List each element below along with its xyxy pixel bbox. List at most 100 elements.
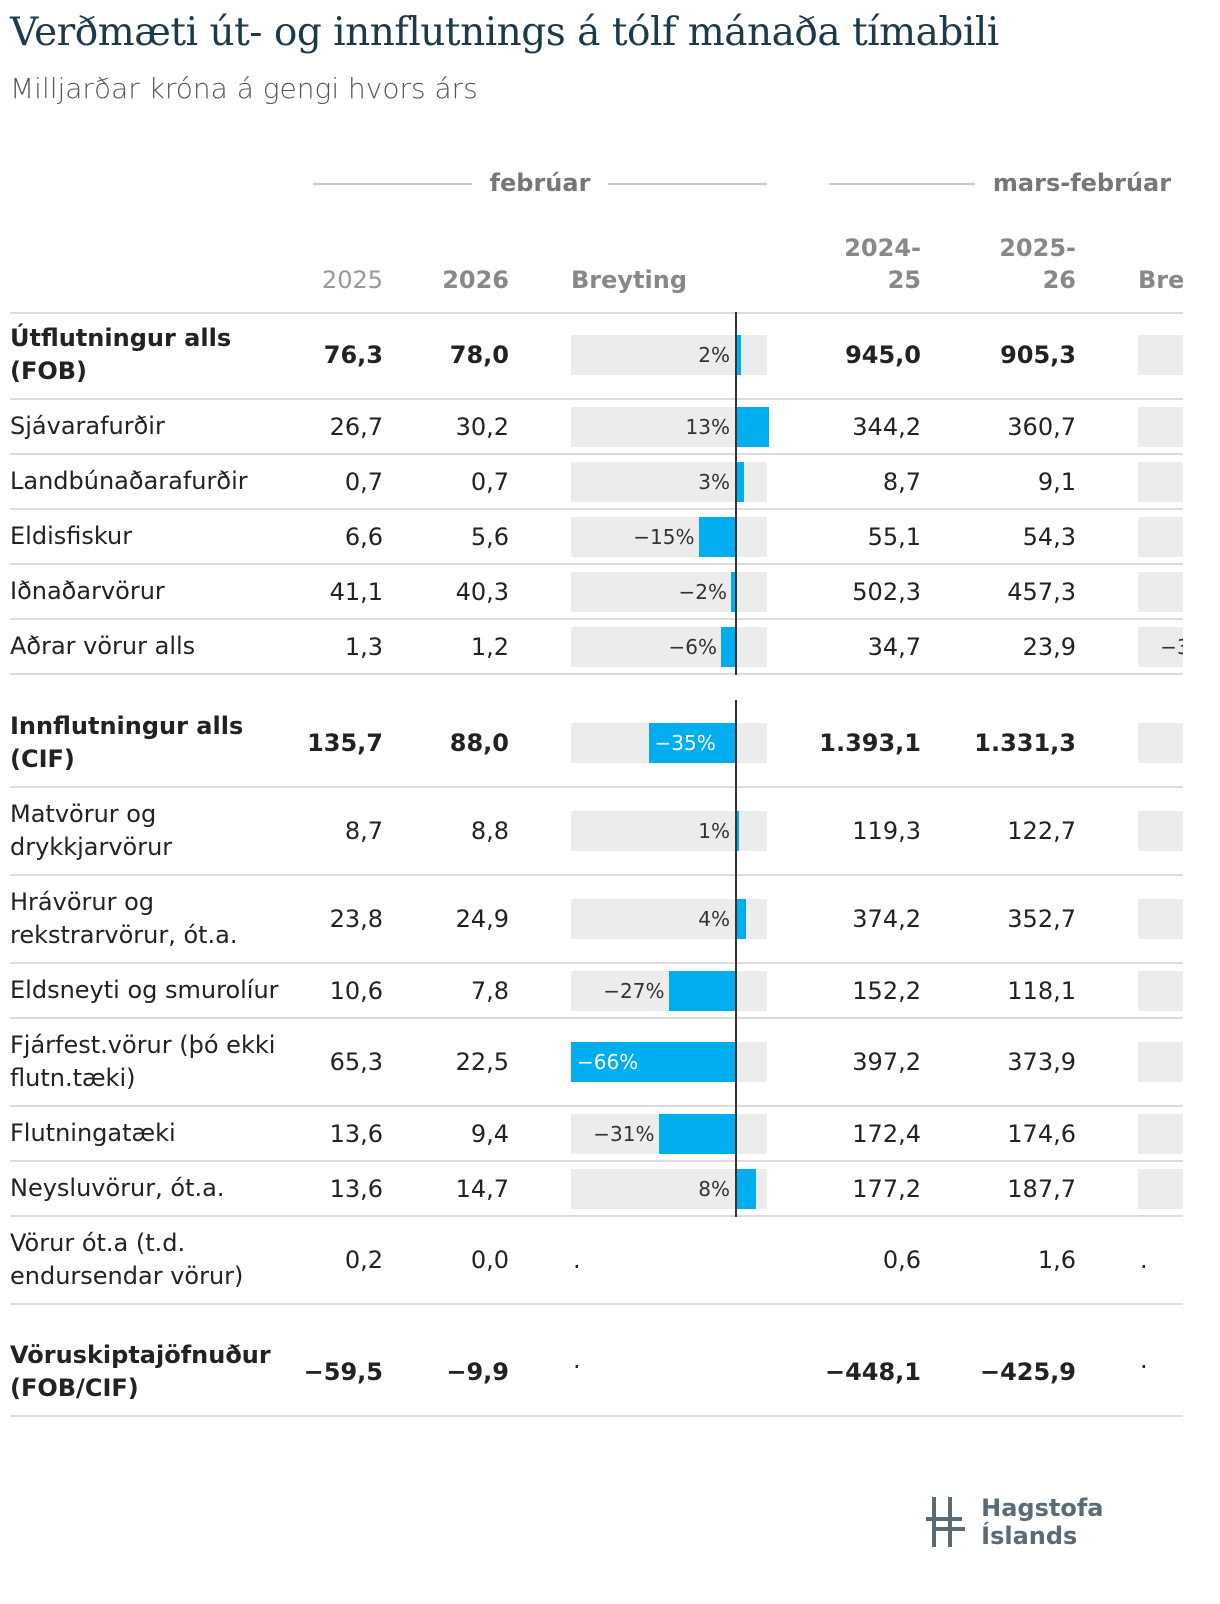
bar-track: [1138, 1042, 1183, 1082]
bar: [731, 571, 736, 612]
logo-text: Hagstofa Íslands: [981, 1494, 1104, 1550]
value-cell: 9,1: [1037, 467, 1076, 496]
value-cell: 88,0: [449, 729, 509, 757]
row-label: Vörur ót.a (t.d. endursendar vörur): [10, 1229, 244, 1290]
row-label: Matvörur og drykkjarvörur: [10, 800, 173, 861]
zero-axis: [735, 510, 737, 565]
bar-track: [1138, 406, 1183, 447]
bar-track: [571, 899, 767, 939]
page: Verðmæti út- og innflutnings á tólf mána…: [10, 10, 1183, 1550]
bar-track: [571, 461, 767, 502]
column-header: 2026: [442, 266, 509, 294]
value-cell: 65,3: [329, 1048, 383, 1076]
change-label: 3%: [698, 469, 730, 494]
bar: [736, 899, 746, 939]
value-cell: 8,7: [344, 817, 383, 845]
value-cell: 40,3: [455, 577, 509, 606]
table-row: Aðrar vörur alls 1,3 1,2 34,7 23,9 −6% −31%: [10, 620, 1183, 675]
row-label: Eldsneyti og smurolíur: [10, 976, 279, 1004]
column-header: Breyting: [571, 266, 688, 294]
row-label: Hrávörur og rekstrarvörur, ót.a.: [10, 888, 238, 949]
row-label: Landbúnaðarafurðir: [10, 467, 248, 495]
bar-track: [571, 406, 767, 447]
table-row: Vöruskiptajöfnuður (FOB/CIF) −59,5 −9,9 −44…: [10, 1305, 1183, 1417]
table-row: Eldsneyti og smurolíur 10,6 7,8 152,2 118,1 −…: [10, 964, 1183, 1019]
row-label: Sjávarafurðir: [10, 412, 165, 440]
column-header: 2025: [321, 266, 383, 294]
row-label: Iðnaðarvörur: [10, 577, 165, 605]
value-cell: 22,5: [455, 1048, 509, 1076]
value-cell: 0,6: [882, 1246, 921, 1274]
value-cell: 23,9: [1022, 632, 1076, 661]
zero-axis: [735, 1019, 737, 1107]
table-section: Innflutningur alls (CIF) 135,7 88,0 1.393,1…: [10, 700, 1183, 1305]
value-cell: 1.331,3: [974, 729, 1076, 757]
value-cell: 26,7: [329, 412, 383, 441]
change-label: 13%: [685, 414, 730, 439]
table-row: Hrávörur og rekstrarvörur, ót.a. 23,8 24,9…: [10, 876, 1183, 964]
bar-track: [571, 571, 767, 612]
bar-track: [1138, 1113, 1183, 1154]
value-cell: 9,4: [470, 1119, 509, 1148]
zero-axis: [735, 565, 737, 620]
value-cell: 41,1: [329, 577, 383, 606]
group-header: febrúar: [313, 166, 767, 200]
zero-axis: [735, 964, 737, 1019]
value-cell: 30,2: [455, 412, 509, 441]
row-label: Neysluvörur, ót.a.: [10, 1174, 225, 1202]
group-header: mars-febrúar: [829, 166, 1183, 200]
value-cell: 397,2: [852, 1048, 921, 1076]
value-cell: 8,8: [470, 817, 509, 845]
value-cell: 0,7: [344, 467, 383, 496]
value-cell: 1.393,1: [819, 729, 921, 757]
value-cell: −59,5: [303, 1358, 383, 1386]
subtitle: Milljarðar króna á gengi hvors árs: [10, 72, 478, 105]
row-label: Vöruskiptajöfnuður (FOB/CIF): [10, 1341, 271, 1402]
value-cell: 174,6: [1007, 1119, 1076, 1148]
value-cell: 187,7: [1007, 1174, 1076, 1203]
change-label: −35%: [654, 731, 716, 755]
table-body: Útflutningur alls (FOB) 76,3 78,0 945,0 905,…: [10, 312, 1183, 1417]
zero-axis: [735, 1107, 737, 1162]
change-label: −15%: [633, 524, 695, 549]
value-cell: 24,9: [455, 905, 509, 933]
table-section: Vöruskiptajöfnuður (FOB/CIF) −59,5 −9,9 −44…: [10, 1305, 1183, 1417]
group-label: febrúar: [471, 169, 609, 197]
logo-icon: [926, 1497, 966, 1547]
value-cell: 1,6: [1037, 1246, 1076, 1274]
value-cell: 76,3: [323, 341, 383, 369]
bar-track: [1138, 899, 1183, 939]
value-cell: 172,4: [852, 1119, 921, 1148]
table-row: Matvörur og drykkjarvörur 8,7 8,8 119,3 122,…: [10, 788, 1183, 876]
value-cell: 344,2: [852, 412, 921, 441]
value-cell: 905,3: [1000, 341, 1076, 369]
row-label: Flutningatæki: [10, 1119, 176, 1147]
row-label: Eldisfiskur: [10, 522, 133, 550]
value-cell: 8,7: [882, 467, 921, 496]
value-cell: 54,3: [1022, 522, 1076, 551]
zero-axis: [735, 876, 737, 964]
zero-axis: [735, 620, 737, 675]
change-label: −31%: [593, 1121, 655, 1146]
bar: [736, 406, 769, 447]
zero-axis: [735, 788, 737, 876]
value-cell: 14,7: [455, 1174, 509, 1203]
column-header: 2024-25: [844, 234, 921, 294]
bar: [736, 461, 744, 502]
value-cell: 373,9: [1007, 1048, 1076, 1076]
value-cell: 1,2: [470, 632, 509, 661]
value-cell: 0,0: [470, 1246, 509, 1274]
change-label: −66%: [577, 1050, 639, 1074]
bar: [736, 335, 741, 375]
logo: Hagstofa Íslands: [926, 1494, 1183, 1550]
zero-axis: [735, 455, 737, 510]
bar-track: [1138, 970, 1183, 1011]
value-cell: 6,6: [344, 522, 383, 551]
zero-axis: [735, 312, 737, 400]
change-label: .: [573, 1346, 581, 1374]
table-row: Útflutningur alls (FOB) 76,3 78,0 945,0 905,…: [10, 312, 1183, 400]
